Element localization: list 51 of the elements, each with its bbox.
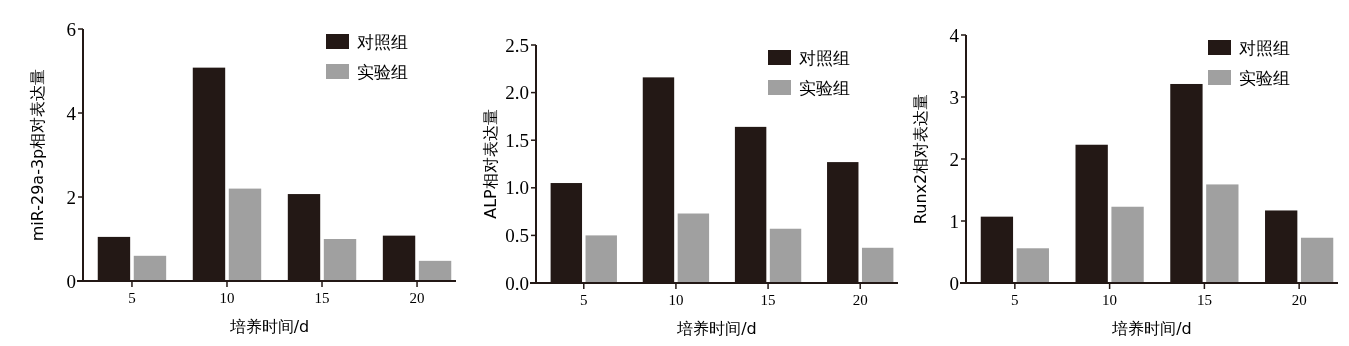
y-tick-label: 2 — [66, 186, 76, 208]
legend-label: 实验组 — [1239, 67, 1290, 88]
legend-label: 对照组 — [799, 47, 850, 68]
y-tick-label: 6 — [66, 18, 76, 40]
legend-label: 对照组 — [357, 31, 408, 52]
y-tick-label: 0.5 — [505, 225, 529, 247]
bar — [861, 247, 894, 283]
x-tick-label: 20 — [1291, 292, 1307, 308]
y-axis-title: Runx2相对表达量 — [911, 93, 930, 225]
bar — [769, 228, 802, 283]
x-tick-label: 5 — [580, 292, 588, 308]
y-tick-label: 1.5 — [505, 129, 529, 151]
y-tick-label: 3 — [949, 86, 959, 108]
y-axis-title: miR-29a-3p相对表达量 — [28, 68, 47, 242]
y-axis-title: ALP相对表达量 — [481, 109, 500, 219]
x-tick-label: 15 — [1196, 292, 1212, 308]
bar — [418, 260, 452, 281]
bar — [1016, 248, 1049, 283]
x-tick-label: 15 — [760, 292, 776, 308]
y-tick-label: 4 — [949, 24, 960, 46]
x-tick-label: 20 — [409, 290, 425, 306]
legend-label: 实验组 — [357, 61, 408, 82]
bar — [323, 239, 357, 281]
y-tick-label: 1 — [949, 210, 959, 232]
y-tick-label: 0 — [949, 272, 959, 294]
x-tick-label: 20 — [852, 292, 868, 308]
y-tick-label: 2.5 — [505, 34, 529, 56]
y-tick-label: 2 — [949, 148, 959, 170]
bar — [133, 255, 167, 281]
bar — [228, 188, 262, 281]
bar — [1300, 237, 1334, 283]
bar — [1111, 206, 1144, 283]
x-tick-label: 15 — [314, 290, 330, 306]
legend-label: 对照组 — [1239, 37, 1290, 58]
x-axis-title: 培养时间/d — [1111, 319, 1192, 338]
x-tick-label: 10 — [668, 292, 684, 308]
x-tick-label: 10 — [1102, 292, 1118, 308]
x-tick-label: 10 — [219, 290, 235, 306]
bar — [677, 213, 710, 283]
y-tick-label: 1.0 — [505, 177, 529, 199]
x-axis-title: 培养时间/d — [228, 317, 310, 336]
x-axis-title: 培养时间/d — [676, 319, 757, 338]
y-tick-label: 4 — [66, 102, 77, 124]
y-tick-label: 0.0 — [505, 272, 529, 294]
bar — [1206, 184, 1239, 283]
y-tick-label: 0 — [66, 270, 76, 292]
x-tick-label: 5 — [1011, 292, 1019, 308]
legend-label: 实验组 — [799, 77, 850, 98]
x-tick-label: 5 — [128, 290, 136, 306]
y-tick-label: 2.0 — [505, 82, 529, 104]
bar — [585, 235, 617, 283]
